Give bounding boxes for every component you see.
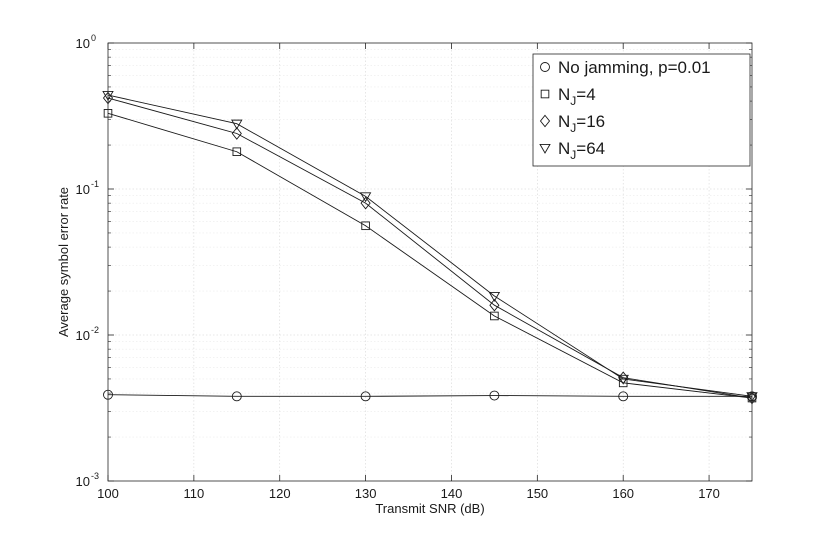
data-point	[488, 291, 501, 302]
legend-label: NJ=16	[558, 112, 605, 135]
legend-marker	[539, 143, 551, 154]
legend-item: NJ=64	[539, 139, 605, 162]
data-point	[617, 374, 629, 385]
data-point	[231, 391, 242, 402]
data-point	[231, 119, 243, 130]
data-point	[361, 221, 370, 231]
legend: No jamming, p=0.01 NJ=4 NJ=16 NJ=64	[532, 53, 751, 167]
legend-label: NJ=64	[558, 139, 605, 162]
y-tick-label: 10 -2	[76, 325, 99, 343]
x-tick-label: 100	[97, 486, 119, 501]
x-axis-label: Transmit SNR (dB)	[375, 501, 484, 516]
series-line	[107, 97, 753, 399]
y-tick-label: 10 -1	[76, 179, 99, 197]
series-line	[107, 94, 753, 397]
y-tick-label-exponent: -3	[91, 471, 99, 481]
legend-item: No jamming, p=0.01	[540, 58, 711, 77]
data-point	[618, 391, 629, 402]
data-point	[360, 391, 371, 402]
data-point	[359, 192, 372, 203]
y-tick-label-base: 10	[76, 474, 90, 489]
x-tick-label: 150	[526, 486, 548, 501]
data-point	[489, 298, 500, 312]
data-point	[231, 127, 242, 140]
y-tick-label: 10 -3	[76, 471, 99, 489]
data-point	[360, 196, 371, 210]
x-tick-label: 120	[269, 486, 291, 501]
legend-label: NJ=4	[558, 85, 596, 108]
series-line	[107, 112, 753, 399]
x-tick-label: 130	[355, 486, 377, 501]
y-tick-label-exponent: -1	[91, 179, 99, 189]
y-tick-label-base: 10	[76, 182, 90, 197]
legend-label: No jamming, p=0.01	[558, 58, 711, 77]
series-layer	[102, 91, 758, 405]
legend-marker	[539, 114, 551, 128]
y-tick-label-base: 10	[76, 328, 90, 343]
legend-marker	[540, 89, 550, 99]
plot-area	[107, 42, 753, 482]
x-tick-label: 140	[441, 486, 463, 501]
x-tick-label: 170	[698, 486, 720, 501]
data-point	[489, 390, 500, 401]
series-1	[103, 389, 757, 402]
legend-marker	[540, 62, 550, 72]
legend-item: NJ=16	[539, 112, 605, 135]
series-line	[107, 394, 752, 397]
legend-item: NJ=4	[540, 85, 596, 108]
data-point	[490, 311, 499, 321]
y-tick-label-exponent: -2	[91, 325, 99, 335]
x-tick-label: 110	[183, 486, 204, 501]
y-tick-label: 10 0	[76, 33, 96, 51]
legend-box	[532, 53, 751, 167]
y-tick-label-exponent: 0	[91, 33, 96, 43]
data-point	[232, 147, 242, 157]
y-axis-label: Average symbol error rate	[56, 187, 71, 337]
y-tick-label-base: 10	[76, 36, 90, 51]
x-tick-label: 160	[612, 486, 634, 501]
